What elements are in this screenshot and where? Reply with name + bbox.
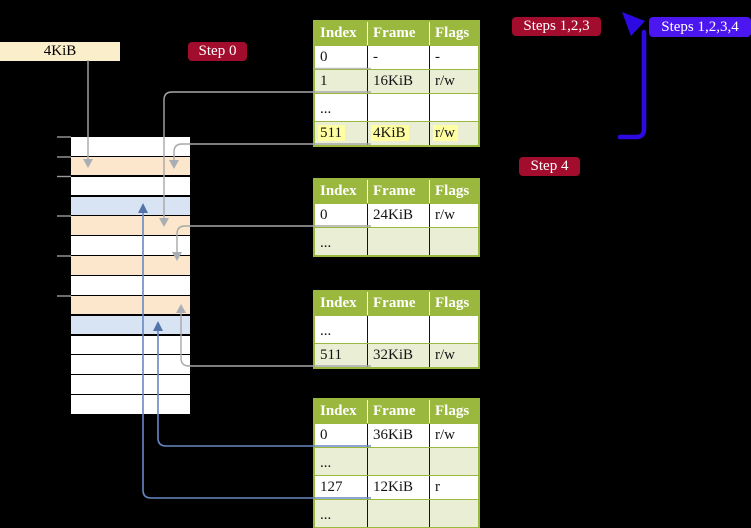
index-cell: 1: [315, 70, 368, 93]
steps123-badge: Steps 1,2,3: [512, 17, 601, 36]
frame-cell: [368, 448, 430, 475]
frame-cell: 4KiB: [368, 122, 430, 145]
table-row: ...: [315, 447, 478, 475]
memory-frame-row: [71, 176, 190, 196]
table-row: 511 32KiB r/w: [315, 343, 478, 367]
table-header-row: Index Frame Flags: [315, 22, 478, 45]
frame-cell: 16KiB: [368, 70, 430, 93]
frame-cell: 32KiB: [368, 344, 430, 367]
highlighted-value: 4KiB: [371, 125, 409, 141]
flags-cell: r: [435, 479, 440, 495]
step4-badge: Step 4: [519, 157, 580, 176]
steps1234-badge: Steps 1,2,3,4: [649, 17, 751, 37]
index-cell: 511: [315, 122, 368, 145]
flags-cell: r/w: [435, 73, 455, 89]
step0-badge: Step 0: [188, 42, 247, 61]
index-cell: ...: [315, 448, 368, 475]
table-row: 0 36KiB r/w: [315, 423, 478, 447]
index-cell: ...: [315, 228, 368, 255]
table-row: 127 12KiB r: [315, 475, 478, 499]
flags-cell: r/w: [430, 122, 478, 145]
highlighted-value: 511: [318, 125, 345, 141]
highlighted-value: r/w: [433, 125, 458, 141]
table-row: 511 4KiB r/w: [315, 121, 478, 145]
frame-cell: 12KiB: [368, 476, 430, 499]
flags-cell: [430, 448, 478, 475]
table-row: ...: [315, 499, 478, 527]
header-cell: Frame: [368, 400, 430, 423]
header-cell: Index: [315, 180, 368, 203]
header-cell: Frame: [368, 292, 430, 315]
flags-cell: -: [435, 49, 440, 65]
memory-frame-row: [71, 156, 190, 176]
page-table-3: Index Frame Flags... 511 32KiB r/w: [313, 290, 480, 369]
flags-cell: [430, 316, 478, 343]
table-row: 1 16KiB r/w: [315, 69, 478, 93]
header-cell: Index: [315, 400, 368, 423]
header-cell: Index: [315, 22, 368, 45]
physical-memory-column: [71, 137, 190, 416]
index-cell: 127: [315, 476, 368, 499]
table-row: 0--: [315, 45, 478, 69]
flags-cell: r/w: [435, 347, 455, 363]
page-table-4: Index Frame Flags 0 36KiB r/w... 127 12KiB r...: [313, 398, 480, 528]
frame-cell: 36KiB: [368, 424, 430, 447]
frame-size-label: 4KiB: [0, 42, 120, 61]
table-row: ...: [315, 227, 478, 255]
header-cell: Flags: [435, 295, 470, 311]
table-header-row: Index Frame Flags: [315, 292, 478, 315]
flags-cell: r/w: [435, 207, 455, 223]
frame-cell: [368, 316, 430, 343]
page-table-1: Index Frame Flags 0- -1 16KiB r/w... 511 4KiB r/w: [313, 20, 480, 147]
memory-frame-row: [71, 137, 190, 156]
header-cell: Flags: [435, 403, 470, 419]
index-cell: 0: [315, 46, 368, 69]
table-header-row: Index Frame Flags: [315, 400, 478, 423]
table-row: ...: [315, 93, 478, 121]
frame-cell: [368, 500, 430, 527]
index-cell: 0: [315, 204, 368, 227]
frame-cell: 24KiB: [368, 204, 430, 227]
index-cell: 0: [315, 424, 368, 447]
flags-cell: [430, 228, 478, 255]
table-header-row: Index Frame Flags: [315, 180, 478, 203]
index-cell: ...: [315, 316, 368, 343]
table-row: 0 24KiB r/w: [315, 203, 478, 227]
frame-cell: [368, 228, 430, 255]
index-cell: ...: [315, 94, 368, 121]
header-cell: Frame: [368, 22, 430, 45]
flags-cell: r/w: [435, 427, 455, 443]
memory-frame-row: [71, 196, 190, 216]
frame-cell: [368, 94, 430, 121]
header-cell: Flags: [435, 183, 470, 199]
frame-cell: -: [368, 46, 430, 69]
index-cell: 511: [315, 344, 368, 367]
header-cell: Frame: [368, 180, 430, 203]
flags-cell: [430, 500, 478, 527]
index-cell: ...: [315, 500, 368, 527]
header-cell: Flags: [435, 25, 470, 41]
header-cell: Index: [315, 292, 368, 315]
page-table-2: Index Frame Flags 0 24KiB r/w...: [313, 178, 480, 257]
table-row: ...: [315, 315, 478, 343]
flags-cell: [430, 94, 478, 121]
